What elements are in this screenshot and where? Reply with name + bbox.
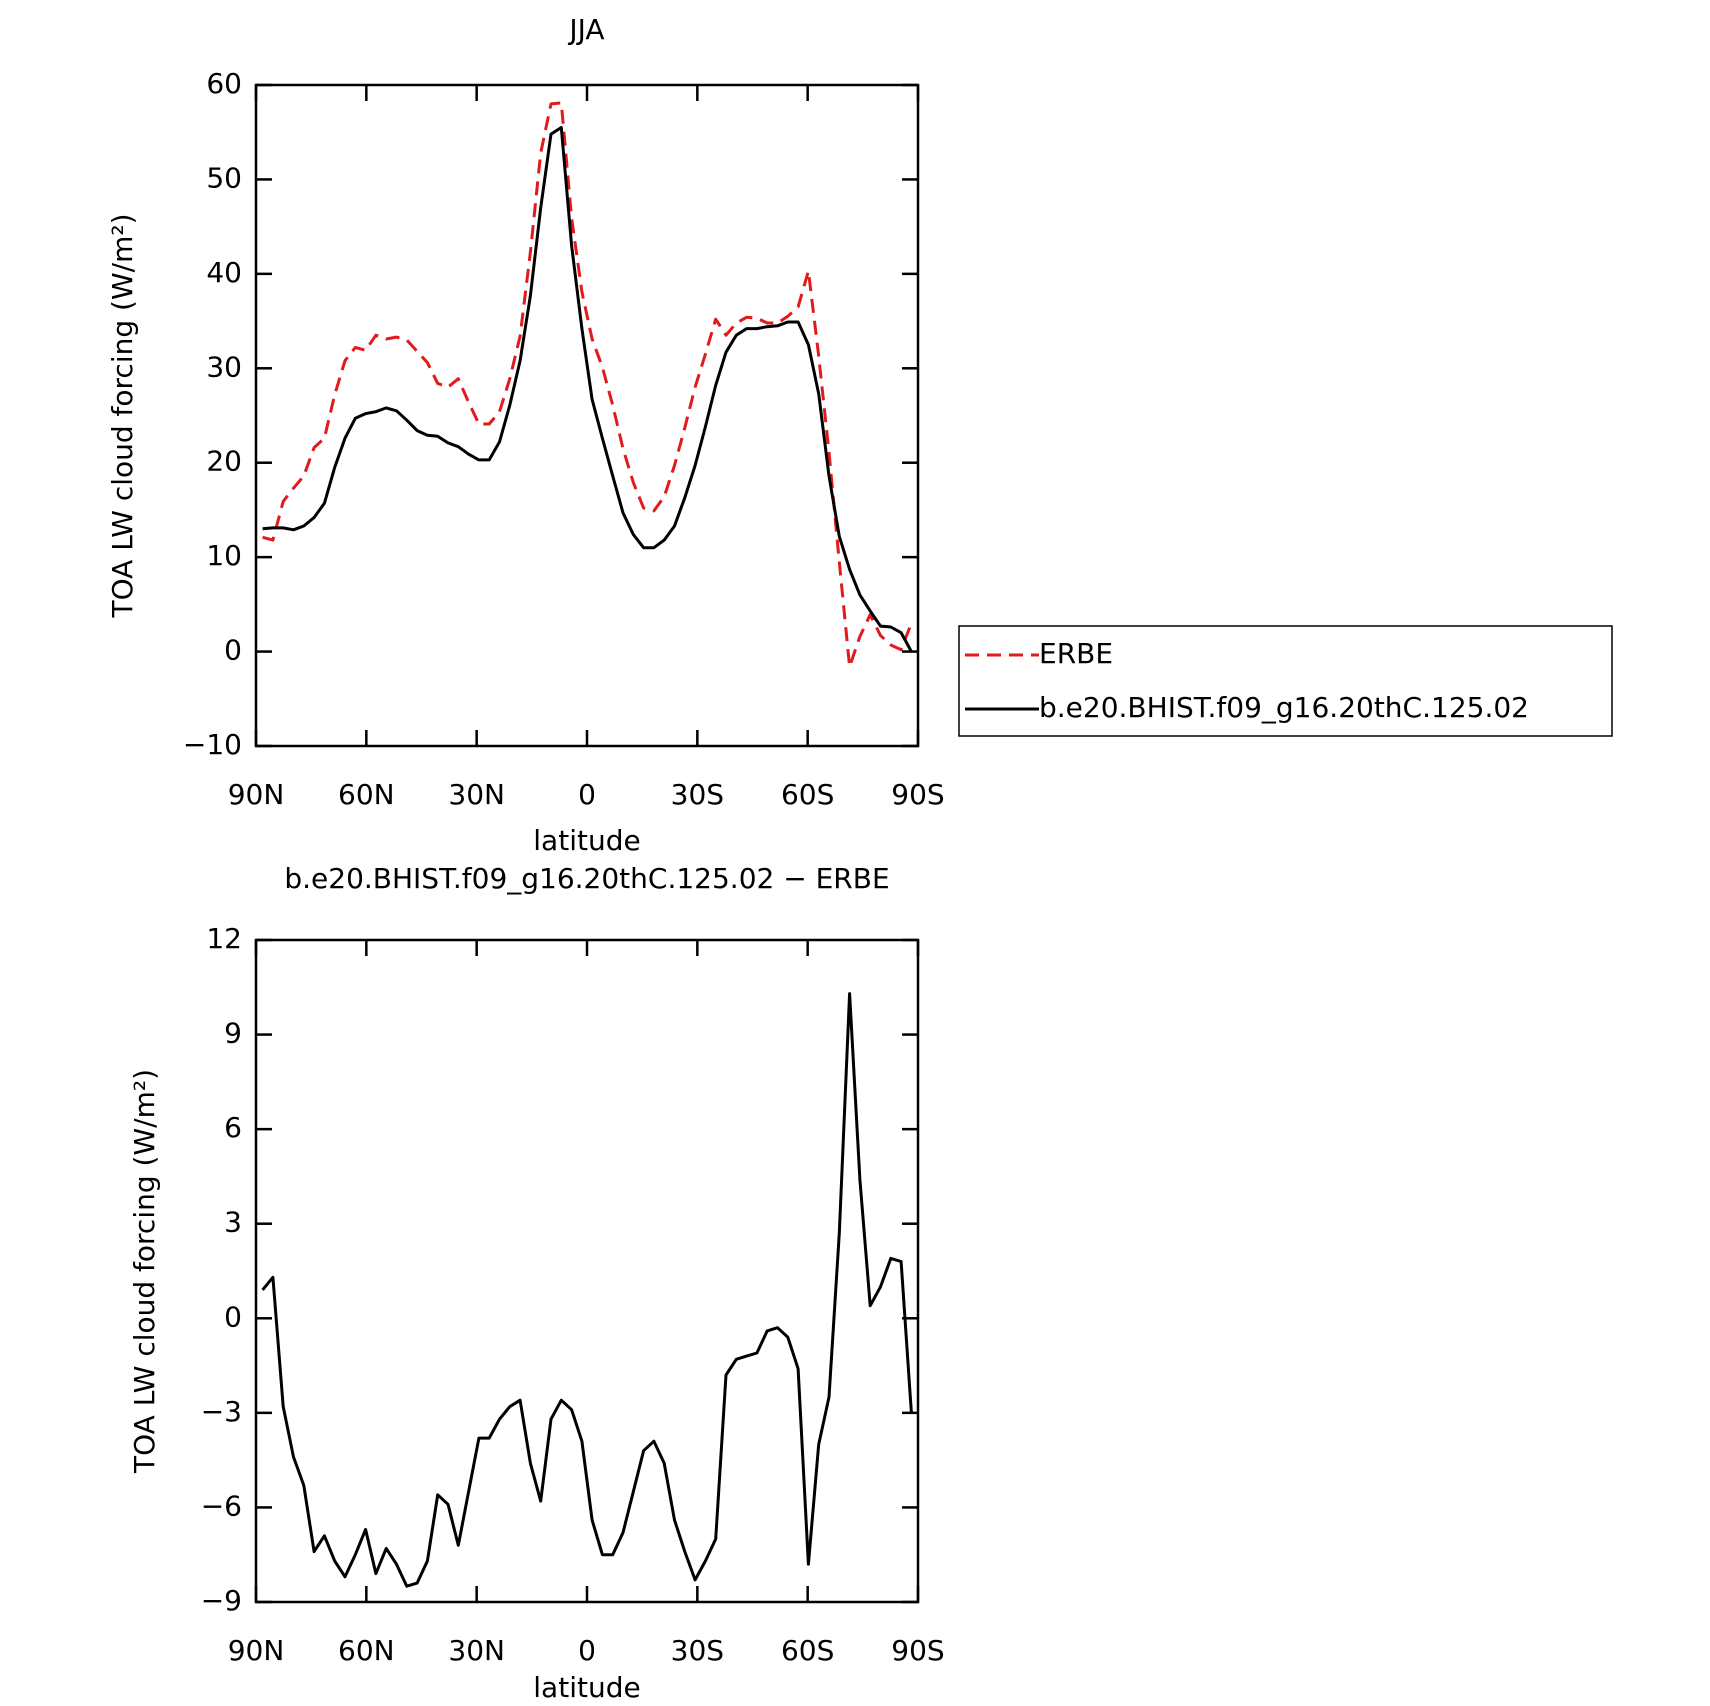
x-axis-label: latitude [533, 1671, 640, 1704]
y-tick-label: −3 [201, 1395, 242, 1428]
x-tick-label: 60S [781, 1634, 834, 1667]
y-tick-label: 50 [206, 161, 242, 194]
y-tick-label: −6 [201, 1489, 242, 1522]
plot-frame [254, 83, 920, 748]
y-tick-label: 40 [206, 256, 242, 289]
x-tick-label: 60S [781, 778, 834, 811]
x-tick-label: 90N [228, 1634, 285, 1667]
x-tick-label: 30S [671, 778, 724, 811]
x-tick-label: 90S [891, 1634, 944, 1667]
x-tick-label: 90N [228, 778, 285, 811]
series-line [262, 101, 913, 669]
y-tick-label: 9 [224, 1017, 242, 1050]
x-tick-label: 30N [448, 1634, 505, 1667]
y-tick-label: 30 [206, 350, 242, 383]
series-line [262, 126, 913, 653]
x-tick-label: 60N [338, 1634, 395, 1667]
legend-label: ERBE [1039, 637, 1113, 670]
y-axis-label: TOA LW cloud forcing (W/m²) [128, 1069, 161, 1474]
y-tick-label: −9 [201, 1584, 242, 1617]
series-line [261, 992, 913, 1588]
x-tick-label: 30S [671, 1634, 724, 1667]
y-tick-label: −10 [183, 728, 242, 761]
x-tick-label: 0 [578, 1634, 596, 1667]
y-tick-label: 20 [206, 445, 242, 478]
legend-label: b.e20.BHIST.f09_g16.20thC.125.02 [1039, 691, 1529, 724]
y-tick-label: 0 [224, 634, 242, 667]
legend-box [958, 625, 1613, 737]
x-tick-label: 90S [891, 778, 944, 811]
x-axis-label: latitude [533, 824, 640, 857]
y-tick-label: 3 [224, 1206, 242, 1239]
x-tick-label: 30N [448, 778, 505, 811]
y-tick-label: 0 [224, 1300, 242, 1333]
x-tick-label: 60N [338, 778, 395, 811]
chart-title: b.e20.BHIST.f09_g16.20thC.125.02 − ERBE [284, 862, 889, 895]
plot-frame [254, 938, 920, 1604]
y-tick-label: 10 [206, 539, 242, 572]
y-tick-label: 12 [206, 922, 242, 955]
y-tick-label: 60 [206, 67, 242, 100]
chart-title: JJA [567, 13, 604, 46]
y-tick-label: 6 [224, 1111, 242, 1144]
y-axis-label: TOA LW cloud forcing (W/m²) [106, 214, 139, 619]
x-tick-label: 0 [578, 778, 596, 811]
